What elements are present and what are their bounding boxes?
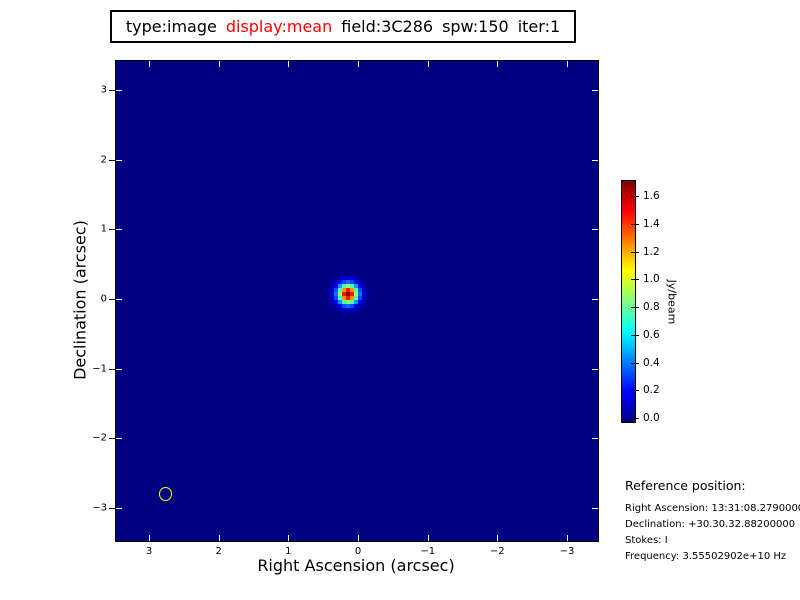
x-tick-mark: [288, 535, 290, 541]
x-tick-mark: [497, 61, 499, 67]
x-tick-mark: [358, 61, 359, 67]
colorbar-tick-mark: [631, 196, 639, 197]
x-tick-label: 2: [215, 546, 222, 557]
reference-position-block: Reference position: Right Ascension: 13:…: [625, 478, 800, 566]
x-tick-mark: [149, 61, 150, 67]
title-segment: display:mean: [225, 17, 333, 36]
colorbar-unit-label: Jy/beam: [665, 279, 679, 325]
y-tick-mark: [116, 299, 122, 300]
x-tick-label: −3: [559, 546, 575, 557]
y-tick-mark: [109, 159, 115, 161]
y-tick-mark: [109, 229, 115, 231]
y-tick-mark: [109, 438, 115, 440]
x-tick-mark: [358, 535, 359, 541]
y-tick-mark: [109, 508, 115, 509]
x-tick-label: 3: [145, 546, 153, 557]
beam-ellipse-marker: [158, 487, 172, 501]
y-tick-mark: [109, 368, 115, 370]
x-tick-label: 1: [285, 546, 292, 557]
y-tick-mark: [116, 159, 122, 161]
y-tick-label: −1: [92, 363, 107, 375]
y-tick-mark: [109, 299, 115, 300]
colorbar-gradient: [622, 181, 635, 422]
colorbar-tick-label: 0.6: [643, 328, 660, 341]
y-axis-title: Declination (arcsec): [70, 220, 90, 380]
colorbar-tick-label: 1.0: [643, 273, 660, 286]
x-axis-title: Right Ascension (arcsec): [257, 556, 455, 575]
y-tick-label: 1: [100, 223, 107, 235]
x-tick-mark: [567, 535, 568, 541]
colorbar-tick-label: 0.4: [643, 356, 660, 369]
y-tick-label: 2: [100, 154, 107, 166]
colorbar-tick-label: 1.4: [643, 217, 660, 230]
reference-frequency: Frequency: 3.55502902e+10 Hz: [625, 551, 787, 562]
y-tick-label: −2: [92, 432, 107, 444]
x-tick-mark: [497, 535, 499, 541]
x-tick-mark: [427, 61, 429, 67]
title-segment: spw:150: [442, 17, 509, 36]
y-tick-mark: [592, 159, 598, 161]
x-tick-mark: [149, 535, 150, 541]
colorbar-tick-mark: [631, 390, 639, 392]
plot-title-box: type:image display:mean field:3C286 spw:…: [110, 10, 576, 43]
source-blob: [318, 264, 378, 324]
y-tick-mark: [592, 508, 598, 509]
colorbar-tick-mark: [631, 362, 639, 364]
x-tick-mark: [288, 61, 290, 67]
title-segment: iter:1: [517, 17, 561, 36]
x-tick-mark: [427, 535, 429, 541]
x-tick-label: 0: [354, 546, 362, 557]
title-segment: type:image: [125, 17, 217, 36]
image-plot-canvas[interactable]: 3 2 1 0 −1 −2 −3 3 2 1 0 −1 −2 −3: [92, 60, 599, 557]
y-tick-mark: [592, 229, 598, 231]
y-tick-mark: [116, 438, 122, 440]
reference-stokes: Stokes: I: [625, 535, 668, 546]
title-segment: field:3C286: [341, 17, 434, 36]
reference-heading: Reference position:: [625, 478, 746, 493]
y-tick-mark: [116, 90, 122, 91]
y-tick-mark: [592, 299, 598, 300]
y-tick-mark: [116, 368, 122, 370]
y-tick-mark: [116, 229, 122, 231]
x-tick-mark: [218, 535, 220, 541]
x-tick-mark: [567, 61, 568, 67]
colorbar-tick-mark: [631, 334, 639, 336]
y-tick-label: 3: [100, 84, 107, 96]
x-tick-label: −2: [489, 546, 505, 557]
y-tick-label: −3: [92, 502, 107, 514]
reference-ra: Right Ascension: 13:31:08.27900000: [625, 503, 800, 514]
y-tick-mark: [109, 90, 115, 91]
colorbar: 1.6 1.4 1.2 1.0 0.8 0.6 0.4 0.2 0.0: [621, 180, 660, 424]
colorbar-tick-mark: [631, 279, 639, 281]
reference-dec: Declination: +30.30.32.88200000: [625, 519, 796, 530]
x-tick-label: −1: [420, 546, 436, 557]
colorbar-tick-mark: [631, 223, 639, 225]
colorbar-tick-label: 1.6: [643, 190, 660, 202]
y-tick-label: 0: [100, 293, 107, 305]
colorbar-tick-mark: [631, 418, 639, 419]
x-tick-mark: [218, 61, 220, 67]
colorbar-tick-mark: [631, 307, 639, 308]
colorbar-tick-mark: [631, 251, 639, 253]
y-tick-mark: [592, 438, 598, 440]
colorbar-tick-label: 1.2: [643, 245, 660, 258]
colorbar-tick-label: 0.2: [643, 384, 660, 397]
colorbar-tick-label: 0.0: [643, 412, 660, 424]
y-tick-mark: [116, 508, 122, 509]
y-tick-mark: [592, 90, 598, 91]
colorbar-tick-label: 0.8: [643, 301, 660, 313]
y-tick-mark: [592, 368, 598, 370]
